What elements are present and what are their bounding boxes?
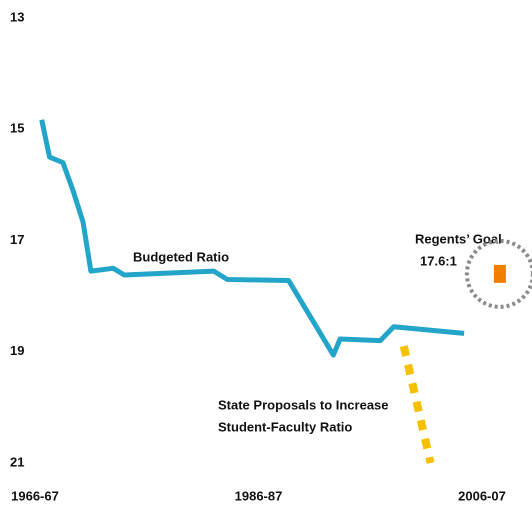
goal-ring (464, 238, 532, 309)
goal-label: Regents’ Goal (415, 231, 502, 246)
y-tick-label: 19 (10, 343, 24, 358)
y-tick-label: 17 (10, 232, 24, 247)
y-tick-label: 13 (10, 9, 24, 24)
x-tick-label: 1966-67 (11, 488, 59, 503)
goal-value-label: 17.6:1 (420, 253, 457, 268)
proposal-line (399, 345, 435, 464)
annotation: State Proposals to Increase (218, 397, 389, 412)
x-tick-label: 2006-07 (458, 488, 506, 503)
goal-marker (493, 264, 506, 283)
annotation: Student-Faculty Ratio (218, 419, 352, 434)
x-tick-label: 1986-87 (235, 488, 283, 503)
y-tick-label: 21 (10, 454, 24, 469)
y-tick-label: 15 (10, 121, 24, 136)
series-label: Budgeted Ratio (133, 249, 229, 264)
ratio-line (39, 119, 465, 358)
